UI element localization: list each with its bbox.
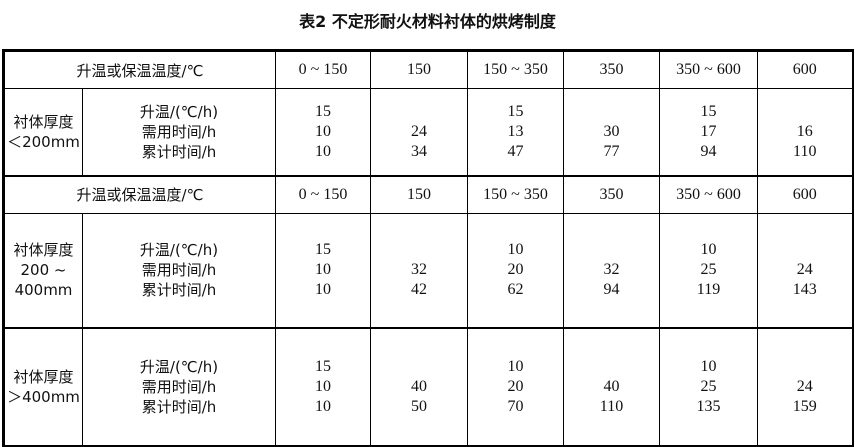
temperature-header-row: 升温或保温温度/℃ 0 ~ 150 150 150 ~ 350 350 350 ~ 600… bbox=[3, 50, 853, 89]
temperature-cell: 150 ~ 350 bbox=[467, 174, 564, 214]
temperature-cell: 0 ~ 150 bbox=[275, 174, 371, 214]
temperature-cell: 350 bbox=[563, 50, 660, 89]
row-labels: 升温/(℃/h) 需用时间/h 累计时间/h bbox=[82, 326, 276, 446]
temperature-cell: 350 ~ 600 bbox=[659, 174, 758, 214]
temperature-cell: 600 bbox=[757, 50, 853, 89]
temperature-cell: 600 bbox=[757, 174, 853, 214]
value-cell: 40 110 bbox=[563, 326, 660, 446]
header-label: 升温或保温温度/℃ bbox=[3, 50, 276, 89]
value-cell: 32 42 bbox=[370, 213, 468, 328]
header-label: 升温或保温温度/℃ bbox=[3, 174, 276, 214]
value-cell: 24 34 bbox=[370, 88, 468, 176]
value-cell: 24 159 bbox=[757, 326, 853, 446]
temperature-header-row: 升温或保温温度/℃ 0 ~ 150 150 150 ~ 350 350 350 ~ 600… bbox=[3, 174, 853, 214]
temperature-cell: 350 ~ 600 bbox=[659, 50, 758, 89]
value-cell: 15 13 47 bbox=[467, 88, 564, 176]
temperature-cell: 150 bbox=[370, 174, 468, 214]
temperature-cell: 150 bbox=[370, 50, 468, 89]
thickness-group: 衬体厚度 ＞400mm 升温/(℃/h) 需用时间/h 累计时间/h 15 10 10 40 50… bbox=[3, 326, 853, 446]
baking-schedule-table: 升温或保温温度/℃ 0 ~ 150 150 150 ~ 350 350 350 ~ 600… bbox=[2, 49, 854, 447]
value-cell: 16 110 bbox=[757, 88, 853, 176]
thickness-group: 衬体厚度 ＜200mm 升温/(℃/h) 需用时间/h 累计时间/h 15 10 10 24 34… bbox=[3, 88, 853, 176]
value-cell: 32 94 bbox=[563, 213, 660, 328]
table-caption: 表2 不定形耐火材料衬体的烘烤制度 bbox=[299, 12, 556, 31]
value-cell: 15 10 10 bbox=[275, 213, 371, 328]
value-cell: 10 25 135 bbox=[659, 326, 758, 446]
value-cell: 15 10 10 bbox=[275, 326, 371, 446]
row-labels: 升温/(℃/h) 需用时间/h 累计时间/h bbox=[82, 213, 276, 328]
value-cell: 10 20 62 bbox=[467, 213, 564, 328]
temperature-cell: 350 bbox=[563, 174, 660, 214]
value-cell: 10 20 70 bbox=[467, 326, 564, 446]
value-cell: 15 17 94 bbox=[659, 88, 758, 176]
value-cell: 30 77 bbox=[563, 88, 660, 176]
value-cell: 24 143 bbox=[757, 213, 853, 328]
temperature-cell: 0 ~ 150 bbox=[275, 50, 371, 89]
thickness-group: 衬体厚度 200 ~400mm 升温/(℃/h) 需用时间/h 累计时间/h 15 10 10… bbox=[3, 213, 853, 328]
value-cell: 15 10 10 bbox=[275, 88, 371, 176]
row-labels: 升温/(℃/h) 需用时间/h 累计时间/h bbox=[82, 88, 276, 176]
temperature-cell: 150 ~ 350 bbox=[467, 50, 564, 89]
thickness-label: 衬体厚度 ＜200mm bbox=[3, 88, 83, 176]
value-cell: 10 25 119 bbox=[659, 213, 758, 328]
thickness-label: 衬体厚度 ＞400mm bbox=[3, 326, 83, 446]
value-cell: 40 50 bbox=[370, 326, 468, 446]
thickness-label: 衬体厚度 200 ~400mm bbox=[3, 213, 83, 328]
